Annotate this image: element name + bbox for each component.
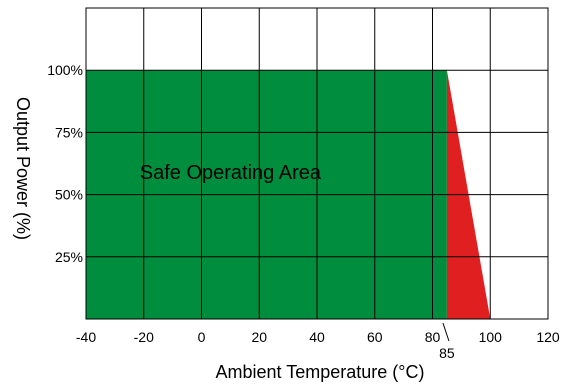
x-axis-label: Ambient Temperature (°C) <box>216 362 425 382</box>
y-tick-label: 100% <box>47 62 83 78</box>
safe-operating-area-label: Safe Operating Area <box>140 162 322 184</box>
x-tick-label: -40 <box>76 329 96 345</box>
y-tick-label: 25% <box>55 249 83 265</box>
y-tick-labels: 25% 50% 75% 100% <box>47 62 83 265</box>
derating-start-marker <box>442 322 450 342</box>
derating-start-label: 85 <box>439 345 455 361</box>
x-tick-label: 100 <box>479 329 503 345</box>
x-tick-label: 120 <box>536 329 560 345</box>
x-tick-label: 20 <box>251 329 267 345</box>
y-tick-label: 50% <box>55 187 83 203</box>
x-tick-label: 60 <box>367 329 383 345</box>
grid-lines <box>86 8 548 319</box>
x-tick-labels: -40 -20 0 20 40 60 80 100 120 <box>76 329 560 345</box>
plot-frame <box>85 7 549 320</box>
y-axis-label: Output Power (%) <box>13 97 33 240</box>
x-tick-label: 40 <box>309 329 325 345</box>
x-tick-label: 80 <box>425 329 441 345</box>
y-tick-label: 75% <box>55 124 83 140</box>
x-tick-label: 0 <box>198 329 206 345</box>
x-tick-label: -20 <box>134 329 154 345</box>
